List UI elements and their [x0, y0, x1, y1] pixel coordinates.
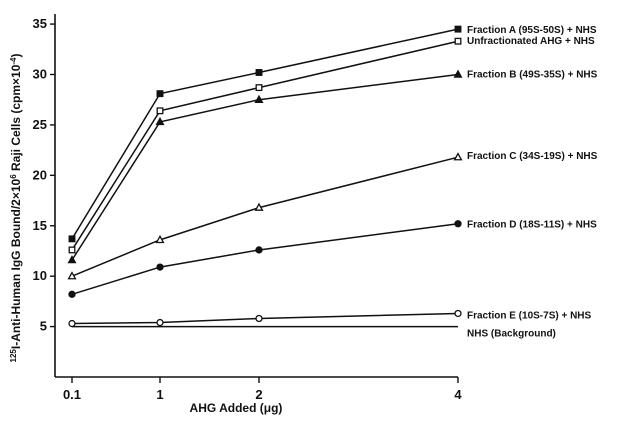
series-label: Fraction B (49S-35S) + NHS	[467, 70, 598, 81]
series-line	[71, 222, 459, 296]
series-labels: Fraction A (95S-50S) + NHSUnfractionated…	[467, 25, 598, 339]
series-line	[71, 28, 459, 240]
triangle-point	[453, 69, 463, 78]
series-group	[67, 25, 463, 328]
series-line	[71, 156, 459, 277]
series-label: Fraction C (34S-19S) + NHS	[467, 151, 598, 162]
series-line	[71, 73, 459, 261]
square-point	[454, 37, 462, 45]
axis-ticks: 5 10 15 20 25 30 35 0.1 1 2 4	[33, 16, 463, 402]
circle-point	[454, 309, 462, 318]
y-tick-label: 35	[33, 16, 47, 31]
triangle-point	[155, 234, 165, 244]
y-axis-title: 125I-Anti-Human IgG Bound/2×106 Raji Cel…	[9, 54, 23, 363]
series-label: Unfractionated AHG + NHS	[467, 36, 595, 47]
triangle-point	[67, 255, 77, 264]
square-point	[255, 84, 263, 92]
square-point	[156, 90, 164, 98]
circle-point	[255, 314, 263, 323]
triangle-point	[453, 152, 463, 161]
square-point	[156, 107, 164, 115]
square-point	[68, 246, 76, 254]
triangle-point	[155, 116, 165, 126]
triangle-point	[254, 202, 264, 211]
circle-point	[255, 246, 263, 254]
x-tick-label: 2	[255, 387, 262, 402]
series-label: Fraction E (10S-7S) + NHS	[467, 310, 592, 321]
series-label: Fraction A (95S-50S) + NHS	[467, 25, 597, 36]
series-line	[71, 312, 459, 325]
y-tick-label: 5	[40, 319, 47, 334]
square-point	[68, 235, 76, 243]
y-tick-label: 10	[33, 268, 47, 283]
triangle-point	[254, 94, 264, 103]
circle-point	[156, 318, 164, 327]
x-axis-title: AHG Added (μg)	[190, 401, 283, 415]
series-1	[68, 25, 462, 243]
square-point	[454, 25, 462, 33]
y-axis-title-main: I-Anti-Human IgG Bound/2×10	[9, 178, 23, 349]
y-tick-label: 15	[33, 218, 47, 233]
series-3	[67, 69, 463, 264]
y-tick-label: 20	[33, 167, 47, 182]
y-axis-title-unit-exponent: -4	[9, 57, 18, 65]
circle-point	[68, 290, 76, 298]
circle-point	[68, 319, 76, 328]
triangle-point	[67, 271, 77, 280]
series-4	[67, 152, 463, 280]
circle-point	[156, 263, 164, 271]
y-axis-title-tail: Raji Cells (cpm×10	[9, 64, 23, 174]
x-tick-label: 0.1	[63, 387, 81, 402]
y-axis-title-close: )	[9, 54, 23, 58]
series-label: Fraction D (18S-11S) + NHS	[467, 220, 597, 231]
y-tick-label: 25	[33, 117, 47, 132]
y-axis-title-isotope: 125	[9, 349, 18, 363]
series-line	[71, 40, 459, 251]
square-point	[255, 69, 263, 76]
circle-point	[454, 220, 462, 228]
series-label: NHS (Background)	[467, 329, 556, 340]
series-6	[68, 309, 462, 328]
y-axis-title-exponent: 6	[9, 174, 18, 179]
x-tick-label: 1	[156, 387, 163, 402]
series-2	[68, 37, 462, 254]
series-5	[68, 220, 462, 298]
x-tick-label: 4	[454, 387, 462, 402]
y-tick-label: 30	[33, 67, 47, 82]
